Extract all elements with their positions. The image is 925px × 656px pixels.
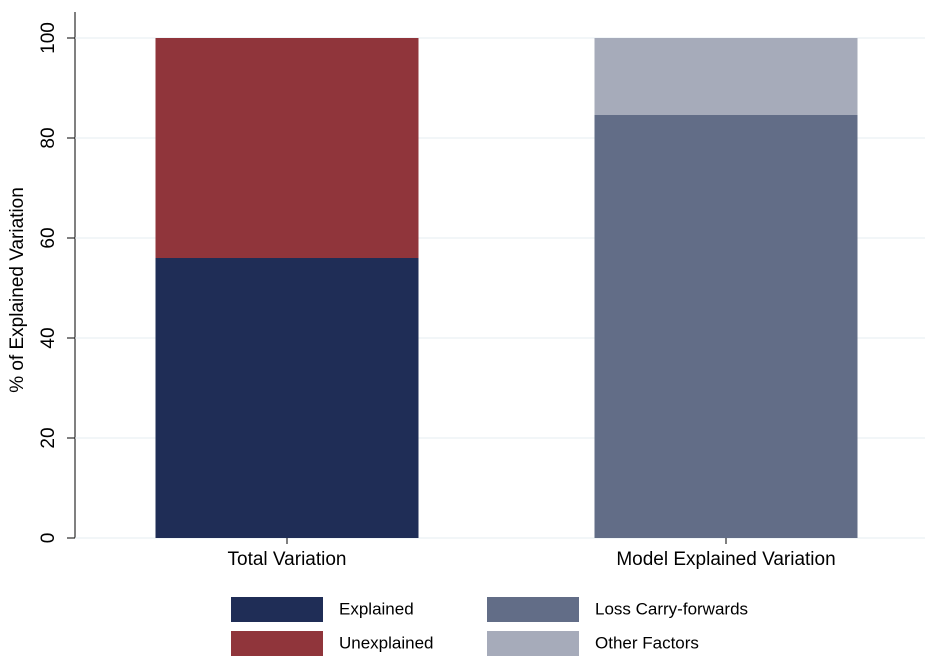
y-tick-label: 40 (38, 327, 59, 348)
x-tick-label: Total Variation (228, 549, 347, 570)
legend-swatch (487, 597, 579, 622)
y-tick-label: 100 (38, 22, 59, 54)
legend-swatch (487, 631, 579, 656)
x-tick-label: Model Explained Variation (616, 549, 835, 570)
y-tick-label: 80 (38, 127, 59, 148)
legend-label: Unexplained (339, 633, 434, 652)
legend-swatch (231, 631, 323, 656)
y-tick-label: 0 (38, 533, 59, 544)
bar-segment (594, 115, 858, 538)
y-tick-label: 60 (38, 227, 59, 248)
legend-label: Explained (339, 599, 414, 618)
bar-segment (155, 258, 419, 538)
legend-swatch (231, 597, 323, 622)
legend-label: Loss Carry-forwards (595, 599, 748, 618)
legend: Explained Unexplained Loss Carry-forwards O… (231, 597, 748, 656)
bar-segment (155, 38, 419, 258)
legend-label: Other Factors (595, 633, 699, 652)
y-tick-label: 20 (38, 427, 59, 448)
y-axis-title: % of Explained Variation (7, 187, 28, 393)
bar-segment (594, 38, 858, 115)
